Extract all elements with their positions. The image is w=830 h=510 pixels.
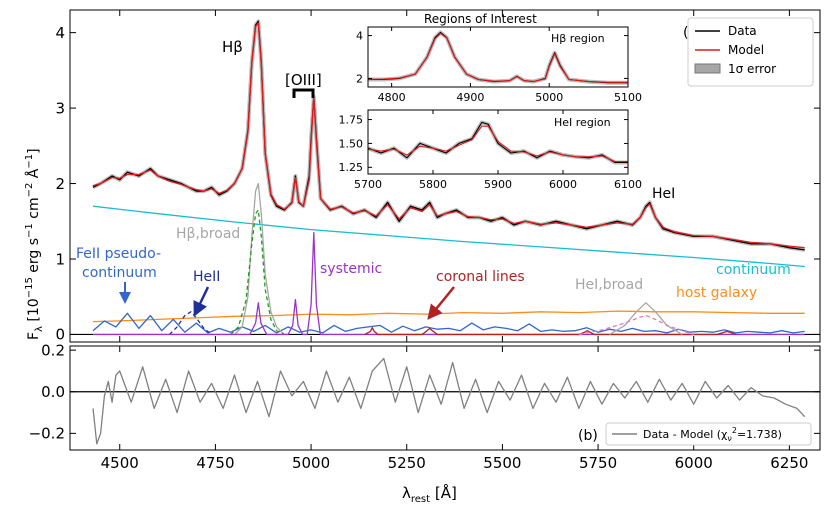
annotation-feii-2: continuum — [82, 265, 157, 281]
main-series-h-broad — [234, 182, 285, 335]
residual-panel: 4500 4750 5000 5250 5500 5750 6000 6250 −0.2 0.0 0… — [29, 341, 821, 505]
inset-hbeta-panel: 4800 4900 5000 5100 2 4 Regions of Interest H… — [356, 12, 642, 104]
main-ytick-label: 1 — [55, 250, 65, 268]
residual-xtick-label: 5250 — [388, 454, 426, 472]
residual-xtick-label: 6000 — [675, 454, 713, 472]
residual-xtick-label: 4750 — [196, 454, 234, 472]
annotation-heii: HeII — [193, 269, 220, 285]
legend-label-error: 1σ error — [728, 62, 776, 76]
residual-series-data-model — [92, 357, 806, 445]
main-plot-frame — [69, 9, 821, 343]
main-ylabel: Fλ [10−15 erg s−1 cm−2 Å−1] — [24, 148, 45, 340]
panel-label-b: (b) — [578, 428, 598, 444]
residual-ticks-group: 4500 4750 5000 5250 5500 5750 6000 6250 −0.2 0.0 0… — [29, 341, 820, 472]
inset_hbeta-xtick-label: 4800 — [378, 91, 406, 104]
inset-hei-panel: 5700 5800 5900 6000 6100 1.25 1.50 1.75 HeI reg… — [339, 109, 642, 191]
legend-label-model: Model — [728, 43, 764, 57]
inset-hbeta-ticks: 4800 4900 5000 5100 2 4 — [356, 27, 642, 104]
inset_hei-xtick-label: 5900 — [484, 178, 512, 191]
annotation-feii-1: FeII pseudo- — [76, 246, 161, 262]
residual-ytick-label: 0.0 — [41, 383, 65, 401]
main-series-hei-broad — [609, 302, 683, 336]
main-ytick-label: 3 — [55, 99, 65, 117]
main-series-host-galaxy — [92, 310, 805, 323]
inset_hbeta-xtick-label: 5000 — [535, 91, 563, 104]
main-series-systemic — [93, 231, 805, 336]
inset-hei-series — [367, 120, 628, 165]
main-ytick-label: 0 — [55, 326, 65, 344]
main-ticks-group: 0 1 2 3 4 — [55, 10, 820, 344]
inset_hbeta-xtick-label: 4900 — [456, 91, 484, 104]
main-legend: Data Model 1σ error — [687, 17, 814, 87]
residual-series-group — [70, 357, 820, 445]
inset-hei-ticks: 5700 5800 5900 6000 6100 1.25 1.50 1.75 — [339, 110, 642, 191]
inset_hei-xtick-label: 6100 — [614, 178, 642, 191]
inset_hei-xtick-label: 5700 — [354, 178, 382, 191]
annotation-oiii: [OIII] — [285, 71, 322, 89]
inset-hbeta-label: Hβ region — [551, 32, 605, 45]
annotation-hbeta-broad: Hβ,broad — [176, 226, 240, 242]
legend-label-data: Data — [728, 24, 757, 38]
inset_hei-ytick-label: 1.25 — [339, 161, 364, 174]
inset_hei-ytick-label: 1.50 — [339, 137, 364, 150]
main-ytick-label: 4 — [55, 24, 65, 42]
residual-xtick-label: 4500 — [101, 454, 139, 472]
inset_hei-series-model — [367, 125, 628, 163]
inset_hei-xtick-label: 6000 — [549, 178, 577, 191]
inset_hbeta-series-model — [367, 32, 628, 83]
residual-plot-frame — [69, 345, 821, 451]
residual-xtick-label: 6250 — [770, 454, 808, 472]
oiii-bracket — [292, 88, 315, 98]
main-series-h-broad-component — [230, 209, 285, 336]
annotation-continuum: continuum — [716, 262, 791, 278]
residual-xtick-label: 5750 — [579, 454, 617, 472]
heii-arrow — [193, 286, 210, 317]
main-series-group — [70, 19, 820, 336]
main-series-model — [92, 22, 805, 249]
coronal-arrow — [427, 286, 455, 320]
residual-legend-label: Data - Model (χν2=1.738) — [643, 426, 782, 443]
main-series-continuum — [92, 205, 805, 268]
annotation-hbeta: Hβ — [222, 38, 243, 56]
residual-xlabel: λrest [Å] — [402, 483, 457, 505]
main-series-heii — [169, 311, 213, 336]
inset_hbeta-ytick-label: 4 — [356, 29, 363, 42]
residual-legend-box — [605, 422, 812, 446]
residual-legend: Data - Model (χν2=1.738) — [605, 422, 812, 446]
inset-title: Regions of Interest — [424, 12, 537, 26]
main-series-hei-broad-component — [578, 314, 694, 336]
annotation-hei: HeI — [652, 186, 675, 202]
residual-ytick-label: −0.2 — [29, 425, 65, 443]
main-series-feii-pseudo-continuum — [92, 312, 805, 334]
inset_hei-xtick-label: 5800 — [419, 178, 447, 191]
inset-hbeta-series — [367, 30, 628, 85]
annotation-systemic: systemic — [320, 261, 382, 277]
inset_hei-ytick-label: 1.75 — [339, 113, 364, 126]
legend-swatch-error — [694, 63, 721, 74]
residual-xtick-label: 5000 — [292, 454, 330, 472]
annotation-coronal: coronal lines — [436, 269, 525, 285]
inset-hbeta-frame — [367, 26, 629, 88]
annotation-host: host galaxy — [676, 285, 757, 301]
main-ytick-label: 2 — [55, 175, 65, 193]
inset_hbeta-ytick-label: 2 — [356, 72, 363, 85]
inset_hbeta-xtick-label: 5100 — [614, 91, 642, 104]
main-series-coronal-lines — [364, 327, 737, 336]
inset-hei-label: HeI region — [554, 116, 611, 129]
residual-xtick-label: 5500 — [483, 454, 521, 472]
annotation-hei-broad: HeI,broad — [575, 277, 643, 293]
residual-ytick-label: 0.2 — [41, 341, 65, 359]
